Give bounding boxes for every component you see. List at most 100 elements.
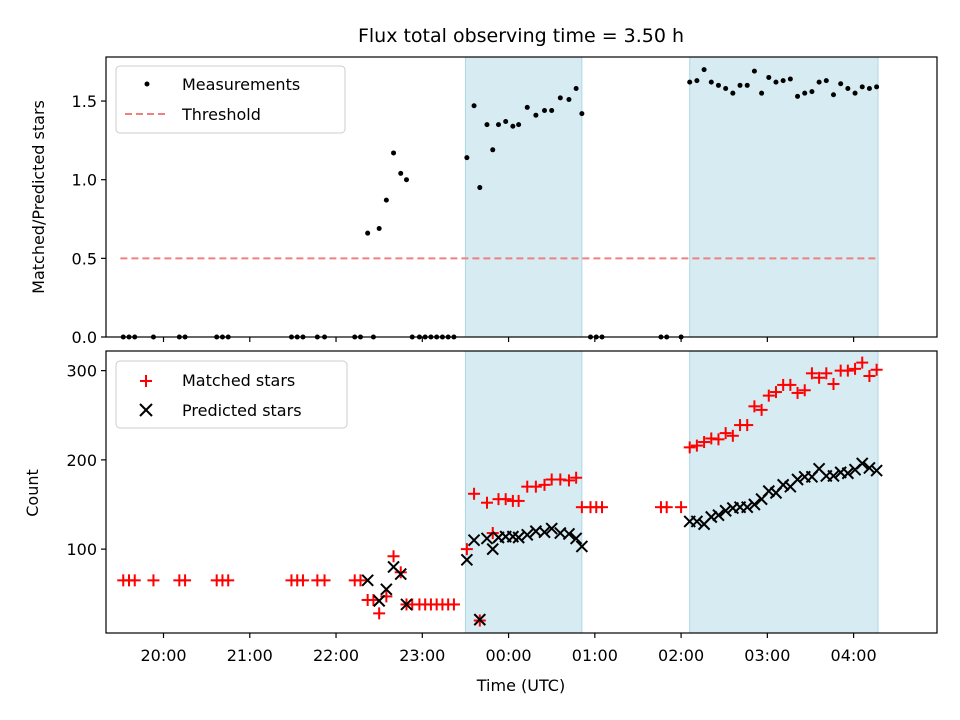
measurement-point (484, 122, 490, 128)
measurement-point (708, 79, 714, 85)
matched-stars-point (791, 386, 804, 399)
matched-stars-point (394, 566, 407, 579)
measurement-point (557, 95, 563, 101)
matched-stars-point (354, 574, 367, 587)
threshold-legend-label: Threshold (181, 105, 261, 124)
matched-stars-point (373, 607, 386, 620)
measurement-point (403, 177, 409, 183)
matched-stars-point (698, 436, 711, 449)
measurement-point (816, 79, 822, 85)
x-tick-label: 04:00 (831, 646, 877, 665)
measurement-point (542, 107, 548, 113)
measurement-point (823, 78, 829, 84)
measurement-point (477, 185, 483, 191)
predicted-stars-point (480, 532, 494, 545)
predicted-stars-point (460, 553, 474, 567)
bottom-shaded-intervals (464, 350, 879, 634)
bottom-y-axis-label: Count (23, 469, 42, 517)
bottom-legend-box (115, 360, 348, 429)
measurement-point (737, 82, 743, 88)
observing-window-1 (689, 350, 879, 634)
matched-stars-point (769, 386, 782, 399)
measurement-point (398, 170, 404, 176)
measurement-point (566, 96, 572, 102)
top-shaded-intervals (464, 56, 879, 338)
measurement-point (845, 85, 851, 91)
measurement-point (751, 68, 757, 74)
predicted-stars-point (791, 473, 804, 486)
measurement-point (533, 112, 539, 118)
measurement-point (852, 90, 858, 96)
predicted-stars-point (762, 484, 775, 498)
matched-stars-point (562, 474, 575, 487)
measurement-point (510, 123, 516, 129)
measurement-point (365, 230, 371, 236)
predicted-stars-point (394, 567, 407, 581)
predicted-stars-point (467, 533, 481, 547)
counts-layer (117, 356, 883, 627)
top-axes-frame (105, 56, 938, 338)
matched-stars-point (222, 574, 235, 587)
measurement-point (866, 85, 872, 91)
measurement-point (874, 84, 880, 90)
predicted-stars-point (575, 540, 589, 553)
matched-stars-point (147, 574, 160, 587)
matched-stars-point (690, 439, 703, 452)
measurement-point (495, 122, 501, 128)
measurement-point (701, 67, 707, 73)
measurement-point (376, 225, 382, 231)
measurement-point (809, 89, 815, 95)
x-tick-label: 01:00 (572, 646, 618, 665)
observing-window-0 (464, 350, 583, 634)
ratio-panel: 0.0 0.5 1.0 1.5 Matched/Predicted stars Mea… (29, 56, 938, 347)
measurement-point (795, 93, 801, 99)
predicted-stars-point (400, 598, 413, 611)
matched-stars-point (512, 494, 525, 507)
matched-stars-point (447, 598, 460, 611)
measurement-point (579, 111, 585, 117)
matched-stars-point (499, 493, 512, 506)
matched-stars-point (827, 378, 840, 391)
predicted-stars-point (870, 464, 883, 477)
bottom-y-ticks: 100 200 300 (66, 362, 106, 559)
matched-stars-point (762, 389, 775, 402)
y-tick-label: 0.0 (72, 328, 97, 347)
x-tick-label: 23:00 (399, 646, 445, 665)
matched-stars-point (538, 478, 551, 491)
matched-stars-point (468, 487, 481, 500)
measurements-legend-label: Measurements (182, 75, 300, 94)
matched-stars-point (813, 371, 826, 384)
measurement-point (838, 81, 844, 87)
predicted-stars-point (473, 613, 487, 626)
matched-stars-point (660, 501, 673, 514)
matched-legend-marker (140, 375, 152, 387)
matched-stars-point (596, 501, 609, 514)
predicted-stars-point (776, 478, 790, 492)
matched-stars-point (128, 574, 141, 587)
count-panel: 100 200 300 20:00 21:00 22:00 23:00 00:00 01:00… (23, 350, 938, 695)
predicted-stars-point (748, 498, 761, 511)
x-tick-label: 00:00 (486, 646, 532, 665)
bottom-x-ticks: 20:00 21:00 22:00 23:00 00:00 01:00 02:00 03:00… (140, 633, 877, 665)
measurements-legend-marker (144, 81, 150, 87)
matched-stars-point (798, 384, 811, 397)
matched-stars-point (748, 400, 761, 413)
top-x-ticks (162, 337, 855, 342)
y-tick-label: 1.0 (72, 171, 97, 190)
matched-stars-point (675, 501, 688, 514)
predicted-stars-point (741, 500, 754, 514)
measurement-point (503, 118, 509, 124)
top-y-axis-label: Matched/Predicted stars (29, 100, 48, 294)
matched-stars-point (683, 441, 696, 454)
predicted-stars-point (545, 522, 558, 535)
predicted-stars-point (538, 525, 551, 539)
predicted-legend-label: Predicted stars (182, 401, 302, 420)
matched-stars-point (387, 550, 400, 563)
measurement-point (766, 74, 772, 80)
matched-stars-point (784, 378, 797, 391)
matched-stars-point (820, 367, 833, 380)
measurement-point (490, 147, 496, 153)
predicted-stars-point (512, 531, 525, 544)
matched-stars-point (849, 362, 862, 375)
matched-stars-point (179, 574, 192, 587)
